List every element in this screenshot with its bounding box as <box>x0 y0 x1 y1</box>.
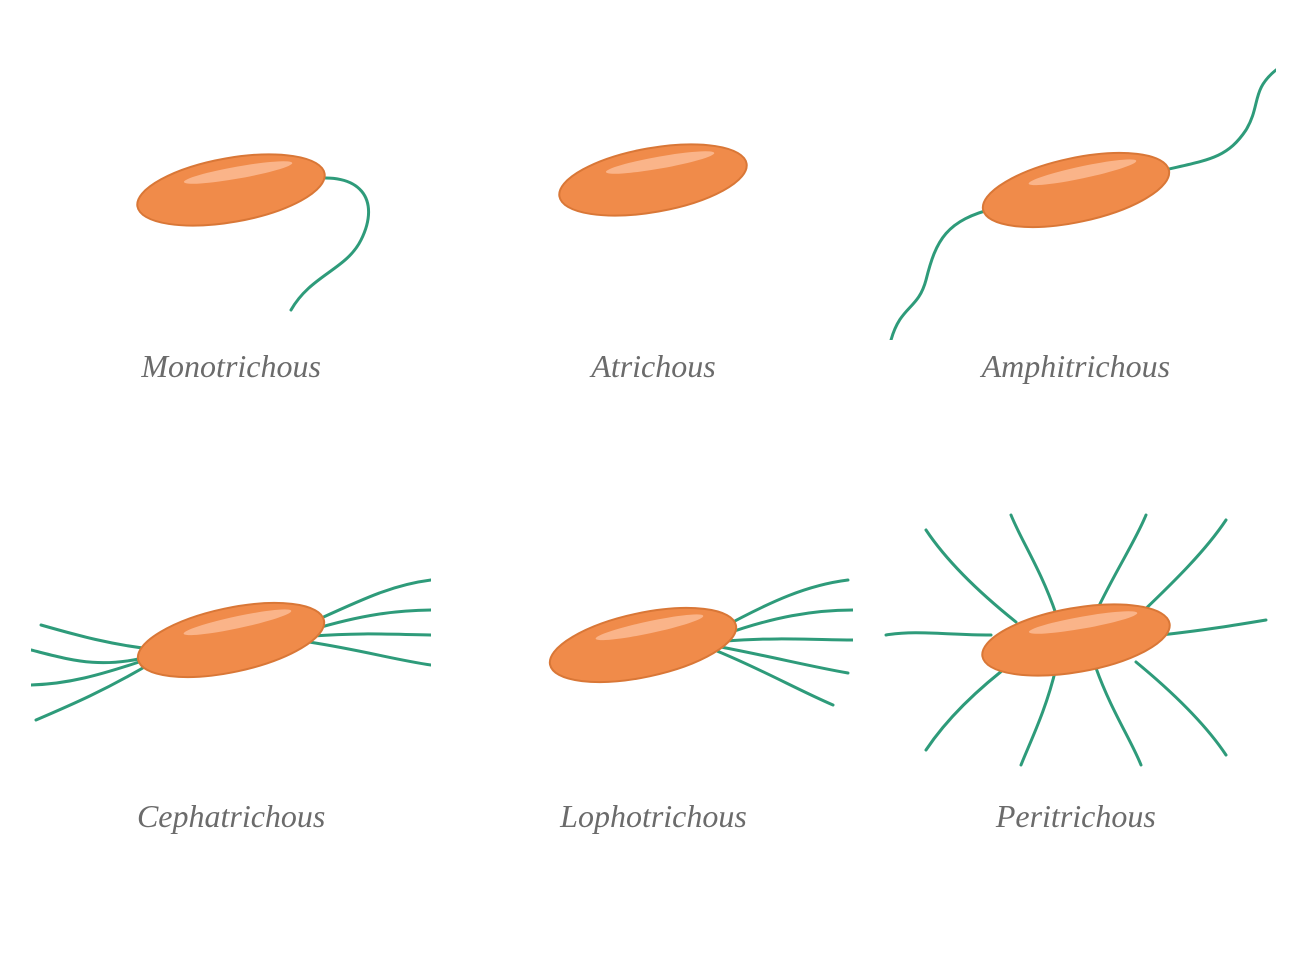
cell-lophotrichous: Lophotrichous <box>442 490 864 940</box>
cell-cephatrichous: Cephatrichous <box>20 490 442 940</box>
cell-monotrichous: Monotrichous <box>20 40 442 490</box>
illus-monotrichous <box>20 40 442 340</box>
label-lophotrichous: Lophotrichous <box>560 798 747 835</box>
illus-atrichous <box>442 40 864 340</box>
illus-peritrichous <box>865 490 1287 790</box>
bacteria-flagella-grid: Monotrichous Atrichous <box>0 0 1307 980</box>
label-peritrichous: Peritrichous <box>996 798 1156 835</box>
cell-atrichous: Atrichous <box>442 40 864 490</box>
label-cephatrichous: Cephatrichous <box>137 798 325 835</box>
cell-peritrichous: Peritrichous <box>865 490 1287 940</box>
illus-cephatrichous <box>20 490 442 790</box>
illus-amphitrichous <box>865 40 1287 340</box>
label-monotrichous: Monotrichous <box>141 348 321 385</box>
label-amphitrichous: Amphitrichous <box>982 348 1170 385</box>
label-atrichous: Atrichous <box>591 348 715 385</box>
cell-amphitrichous: Amphitrichous <box>865 40 1287 490</box>
illus-lophotrichous <box>442 490 864 790</box>
